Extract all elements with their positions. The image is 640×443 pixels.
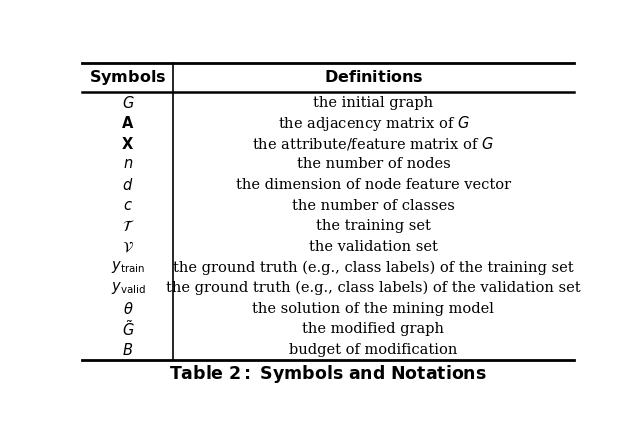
Text: $\mathit{y}_{\mathrm{valid}}$: $\mathit{y}_{\mathrm{valid}}$ <box>111 280 145 296</box>
Text: $\mathcal{T}$: $\mathcal{T}$ <box>122 219 134 234</box>
Text: $c$: $c$ <box>123 198 133 213</box>
Text: the dimension of node feature vector: the dimension of node feature vector <box>236 178 511 192</box>
Text: the attribute/feature matrix of $G$: the attribute/feature matrix of $G$ <box>253 136 494 152</box>
Text: $\mathit{y}_{\mathrm{train}}$: $\mathit{y}_{\mathrm{train}}$ <box>111 260 145 276</box>
Text: $d$: $d$ <box>122 177 134 193</box>
Text: the number of nodes: the number of nodes <box>296 157 451 171</box>
Text: the number of classes: the number of classes <box>292 198 455 213</box>
Text: $\mathbf{A}$: $\mathbf{A}$ <box>121 115 134 131</box>
Text: the ground truth (e.g., class labels) of the validation set: the ground truth (e.g., class labels) of… <box>166 281 580 295</box>
Text: $B$: $B$ <box>122 342 134 358</box>
Text: $\mathbf{Definitions}$: $\mathbf{Definitions}$ <box>324 70 423 86</box>
Text: the initial graph: the initial graph <box>314 96 433 110</box>
Text: $\mathcal{V}$: $\mathcal{V}$ <box>122 239 134 254</box>
Text: the solution of the mining model: the solution of the mining model <box>253 302 494 316</box>
Text: the training set: the training set <box>316 219 431 233</box>
Text: $G$: $G$ <box>122 95 134 111</box>
Text: $\mathbf{Table\ 2{:}\ Symbols\ and\ Notations}$: $\mathbf{Table\ 2{:}\ Symbols\ and\ Nota… <box>169 363 487 385</box>
Text: $\tilde{G}$: $\tilde{G}$ <box>122 319 134 339</box>
Text: the modified graph: the modified graph <box>303 322 444 336</box>
Text: the validation set: the validation set <box>309 240 438 254</box>
Text: $\mathbf{Symbols}$: $\mathbf{Symbols}$ <box>89 68 166 87</box>
Text: the ground truth (e.g., class labels) of the training set: the ground truth (e.g., class labels) of… <box>173 260 573 275</box>
Text: $\theta$: $\theta$ <box>123 301 133 317</box>
Text: budget of modification: budget of modification <box>289 343 458 357</box>
Text: the adjacency matrix of $G$: the adjacency matrix of $G$ <box>278 114 469 133</box>
Text: $\mathbf{X}$: $\mathbf{X}$ <box>122 136 134 152</box>
Text: $n$: $n$ <box>123 157 133 171</box>
